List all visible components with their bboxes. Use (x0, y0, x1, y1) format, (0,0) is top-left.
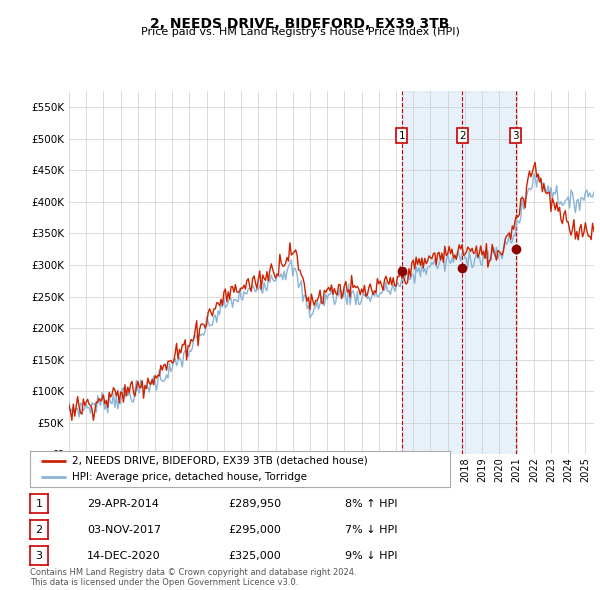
Text: 3: 3 (35, 551, 43, 560)
Text: 3: 3 (512, 130, 519, 140)
Text: 2: 2 (459, 130, 466, 140)
Text: 2, NEEDS DRIVE, BIDEFORD, EX39 3TB (detached house): 2, NEEDS DRIVE, BIDEFORD, EX39 3TB (deta… (72, 456, 368, 466)
Text: 2, NEEDS DRIVE, BIDEFORD, EX39 3TB: 2, NEEDS DRIVE, BIDEFORD, EX39 3TB (151, 17, 449, 31)
Text: 1: 1 (398, 130, 405, 140)
Text: £295,000: £295,000 (228, 525, 281, 535)
Text: HPI: Average price, detached house, Torridge: HPI: Average price, detached house, Torr… (72, 472, 307, 482)
Text: £325,000: £325,000 (228, 551, 281, 560)
Text: 8% ↑ HPI: 8% ↑ HPI (345, 499, 398, 509)
Text: £289,950: £289,950 (228, 499, 281, 509)
Text: 14-DEC-2020: 14-DEC-2020 (87, 551, 161, 560)
Bar (402, 91, 516, 454)
Text: 03-NOV-2017: 03-NOV-2017 (87, 525, 161, 535)
Text: 7% ↓ HPI: 7% ↓ HPI (345, 525, 398, 535)
Text: 29-APR-2014: 29-APR-2014 (87, 499, 159, 509)
Text: 1: 1 (35, 499, 43, 509)
Text: Contains HM Land Registry data © Crown copyright and database right 2024.
This d: Contains HM Land Registry data © Crown c… (30, 568, 356, 587)
Text: Price paid vs. HM Land Registry's House Price Index (HPI): Price paid vs. HM Land Registry's House … (140, 27, 460, 37)
Text: 9% ↓ HPI: 9% ↓ HPI (345, 551, 398, 560)
Text: 2: 2 (35, 525, 43, 535)
